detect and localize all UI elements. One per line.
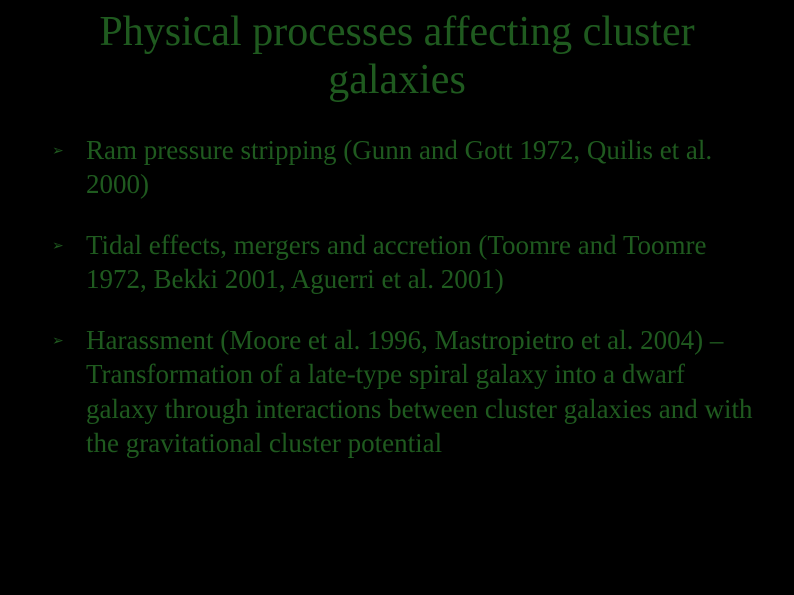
list-item: ➢ Harassment (Moore et al. 1996, Mastrop… [50,323,754,461]
bullet-text: Ram pressure stripping (Gunn and Gott 19… [86,135,712,200]
list-item: ➢ Tidal effects, mergers and accretion (… [50,228,754,297]
bullet-marker-icon: ➢ [52,333,64,351]
slide-title: Physical processes affecting cluster gal… [30,8,764,105]
bullet-list: ➢ Ram pressure stripping (Gunn and Gott … [30,133,764,461]
bullet-text: Harassment (Moore et al. 1996, Mastropie… [86,325,753,459]
list-item: ➢ Ram pressure stripping (Gunn and Gott … [50,133,754,202]
slide-container: Physical processes affecting cluster gal… [0,0,794,595]
bullet-text: Tidal effects, mergers and accretion (To… [86,230,707,295]
bullet-marker-icon: ➢ [52,143,64,161]
bullet-marker-icon: ➢ [52,238,64,256]
